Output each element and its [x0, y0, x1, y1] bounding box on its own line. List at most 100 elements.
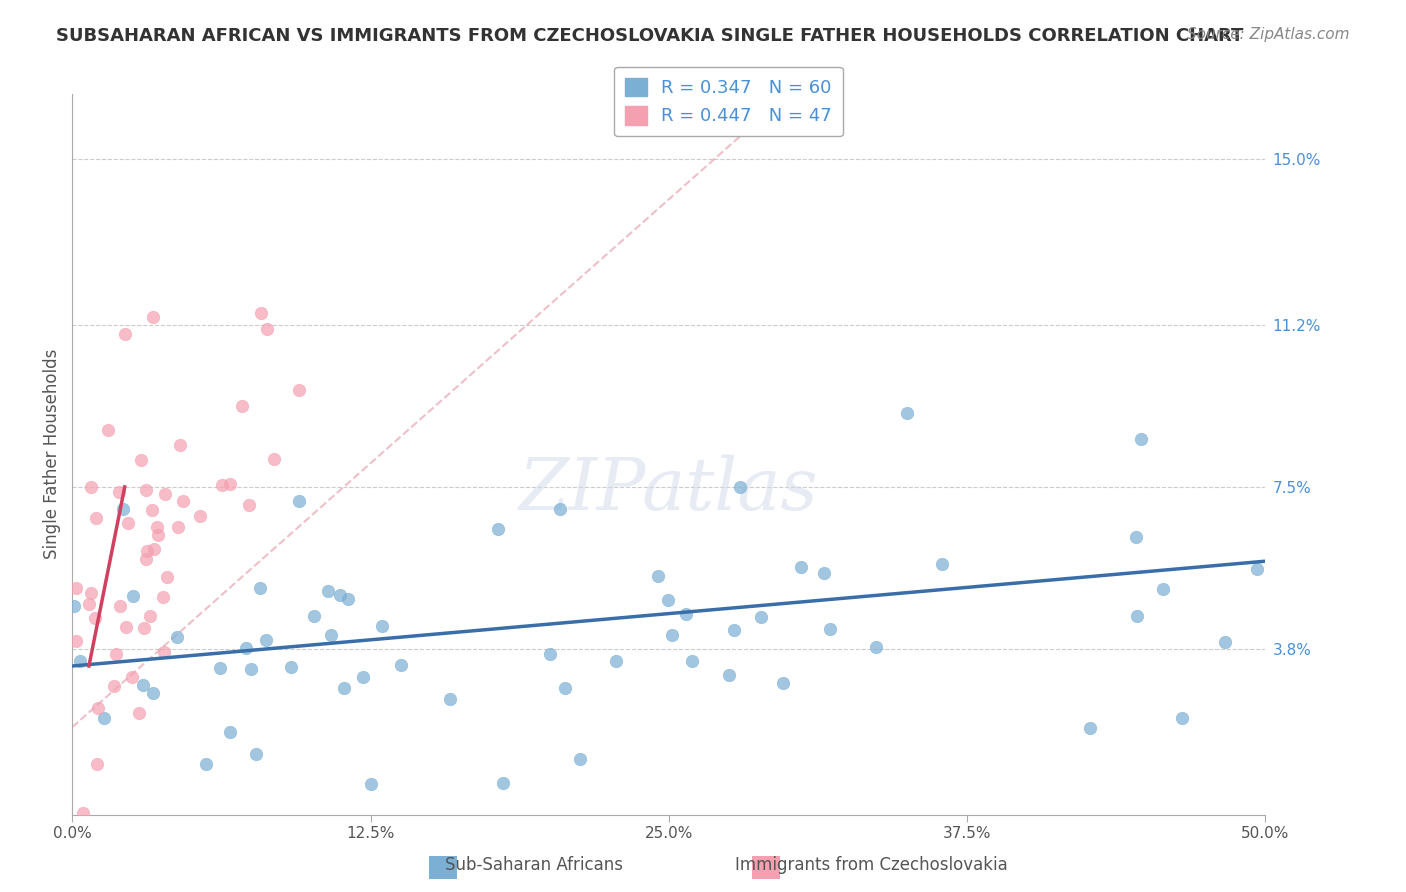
Point — [132, 678, 155, 692]
Point — [675, 607, 697, 621]
Point — [548, 502, 571, 516]
Point — [256, 322, 278, 336]
Point — [139, 608, 162, 623]
Text: Immigrants from Czechoslovakia: Immigrants from Czechoslovakia — [735, 856, 1008, 874]
Point — [865, 640, 887, 654]
Point — [360, 776, 382, 790]
Point — [211, 477, 233, 491]
Point — [238, 499, 260, 513]
Point — [486, 522, 509, 536]
Point — [80, 586, 103, 600]
Point — [153, 645, 176, 659]
Point — [114, 327, 136, 342]
Point — [172, 494, 194, 508]
Point — [166, 520, 188, 534]
Point — [772, 676, 794, 690]
Point — [69, 654, 91, 668]
Point — [143, 541, 166, 556]
Point — [287, 383, 309, 397]
Legend: R = 0.347   N = 60, R = 0.447   N = 47: R = 0.347 N = 60, R = 0.447 N = 47 — [614, 67, 842, 136]
Point — [166, 630, 188, 644]
Point — [117, 516, 139, 531]
Point — [105, 647, 128, 661]
Point — [352, 670, 374, 684]
Point — [188, 508, 211, 523]
Point — [249, 306, 271, 320]
Point — [249, 582, 271, 596]
Point — [141, 503, 163, 517]
Point — [333, 681, 356, 695]
Point — [132, 621, 155, 635]
Point — [319, 628, 342, 642]
Point — [1078, 721, 1101, 735]
Point — [135, 552, 157, 566]
Point — [142, 310, 165, 324]
Point — [65, 634, 87, 648]
Point — [239, 662, 262, 676]
Point — [62, 599, 84, 613]
Point — [121, 590, 143, 604]
Point — [128, 706, 150, 720]
Text: Source: ZipAtlas.com: Source: ZipAtlas.com — [1187, 27, 1350, 42]
Point — [337, 592, 360, 607]
Point — [554, 681, 576, 695]
Point — [751, 609, 773, 624]
Point — [718, 668, 741, 682]
Point — [86, 756, 108, 771]
Point — [219, 724, 242, 739]
Point — [194, 756, 217, 771]
Point — [568, 752, 591, 766]
Point — [681, 654, 703, 668]
Point — [156, 570, 179, 584]
Point — [1129, 432, 1152, 446]
Point — [136, 544, 159, 558]
Point — [84, 510, 107, 524]
Point — [730, 480, 752, 494]
Point — [72, 805, 94, 820]
Point — [65, 581, 87, 595]
Point — [931, 558, 953, 572]
Point — [146, 527, 169, 541]
Point — [371, 619, 394, 633]
Point — [1215, 635, 1237, 649]
Point — [245, 747, 267, 762]
Point — [790, 560, 813, 574]
Point — [142, 685, 165, 699]
Point — [115, 620, 138, 634]
Point — [208, 661, 231, 675]
Point — [1125, 530, 1147, 544]
Point — [169, 438, 191, 452]
Point — [605, 654, 627, 668]
Point — [316, 584, 339, 599]
Point — [152, 590, 174, 604]
Point — [661, 628, 683, 642]
Point — [254, 632, 277, 647]
Point — [439, 692, 461, 706]
Point — [302, 609, 325, 624]
Point — [280, 659, 302, 673]
Text: ZIPatlas: ZIPatlas — [519, 455, 818, 525]
Point — [647, 569, 669, 583]
Point — [1246, 562, 1268, 576]
Point — [112, 502, 135, 516]
Point — [108, 485, 131, 500]
Point — [108, 599, 131, 613]
Point — [723, 623, 745, 637]
Point — [389, 657, 412, 672]
Point — [1171, 711, 1194, 725]
Point — [79, 597, 101, 611]
Point — [657, 593, 679, 607]
Point — [84, 611, 107, 625]
Point — [329, 588, 352, 602]
Point — [146, 520, 169, 534]
Point — [129, 452, 152, 467]
Point — [97, 423, 120, 437]
Point — [219, 476, 242, 491]
Point — [231, 399, 253, 413]
Point — [93, 711, 115, 725]
Point — [103, 679, 125, 693]
Point — [288, 494, 311, 508]
Point — [87, 701, 110, 715]
Y-axis label: Single Father Households: Single Father Households — [44, 349, 60, 559]
Point — [538, 648, 561, 662]
